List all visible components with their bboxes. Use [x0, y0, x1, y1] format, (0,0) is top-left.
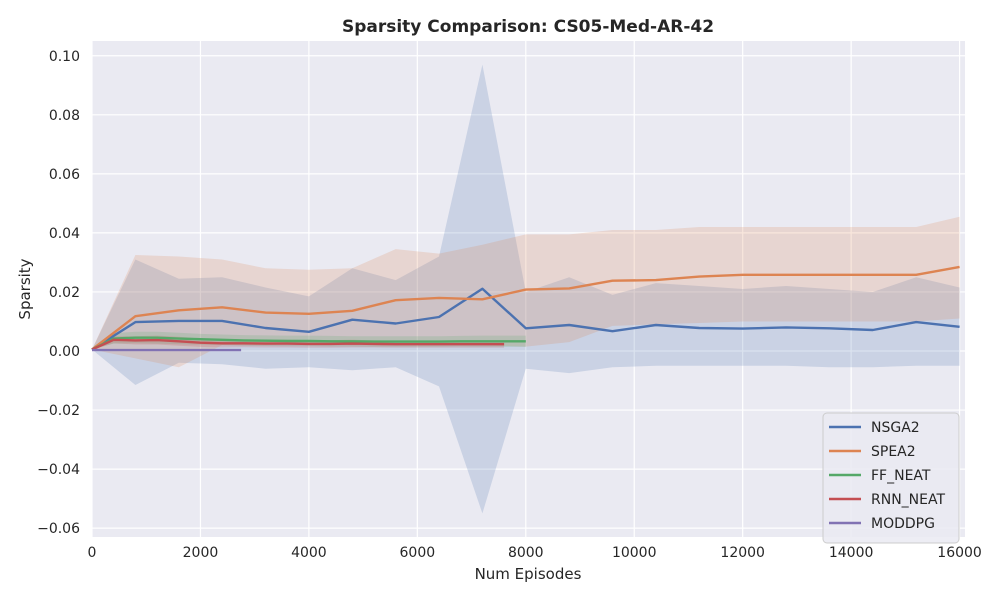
x-tick-label: 8000	[508, 545, 544, 561]
chart-title: Sparsity Comparison: CS05-Med-AR-42	[342, 17, 714, 37]
y-tick-label: 0.02	[49, 285, 80, 301]
y-tick-label: 0.06	[49, 167, 80, 183]
x-tick-label: 2000	[183, 545, 219, 561]
x-tick-label: 0	[88, 545, 97, 561]
nsga2-line	[91, 287, 960, 351]
y-tick-label: 0.04	[49, 226, 80, 242]
x-tick-label: 10000	[612, 545, 657, 561]
rnn-neat-line	[91, 338, 505, 351]
y-tick-label: 0.10	[49, 49, 80, 65]
ff-neat-line	[91, 336, 526, 351]
legend-label-ff-neat: FF_NEAT	[871, 468, 931, 484]
legend-box	[822, 412, 960, 544]
y-axis-ticks: −0.06 −0.04 −0.02 0.00 0.02 0.04 0.06 0.08 0.10	[37, 49, 80, 537]
x-tick-label: 6000	[400, 545, 436, 561]
y-axis-label: Sparsity	[16, 258, 34, 319]
x-tick-label: 14000	[829, 545, 874, 561]
spea2-band	[92, 216, 960, 368]
spea2-line	[91, 265, 960, 351]
series-lines	[91, 265, 960, 352]
x-tick-label: 4000	[291, 545, 327, 561]
legend: NSGA2 SPEA2 FF_NEAT RNN_NEAT MODDPG	[822, 412, 960, 544]
legend-label-spea2: SPEA2	[871, 444, 916, 460]
y-tick-label: 0.00	[49, 344, 80, 360]
legend-label-nsga2: NSGA2	[871, 420, 920, 436]
x-tick-label: 16000	[937, 545, 982, 561]
x-axis-label: Num Episodes	[475, 565, 582, 583]
y-tick-label: −0.02	[37, 403, 80, 419]
x-tick-label: 12000	[720, 545, 765, 561]
legend-label-rnn-neat: RNN_NEAT	[871, 492, 945, 508]
y-tick-label: 0.08	[49, 108, 80, 124]
y-tick-label: −0.04	[37, 462, 80, 478]
nsga2-band	[92, 64, 960, 514]
x-axis-ticks: 0 2000 4000 6000 8000 10000 12000 14000 16000	[88, 545, 982, 561]
y-tick-label: −0.06	[37, 521, 80, 537]
legend-label-moddpg: MODDPG	[871, 516, 935, 532]
grid-lines	[91, 41, 965, 537]
